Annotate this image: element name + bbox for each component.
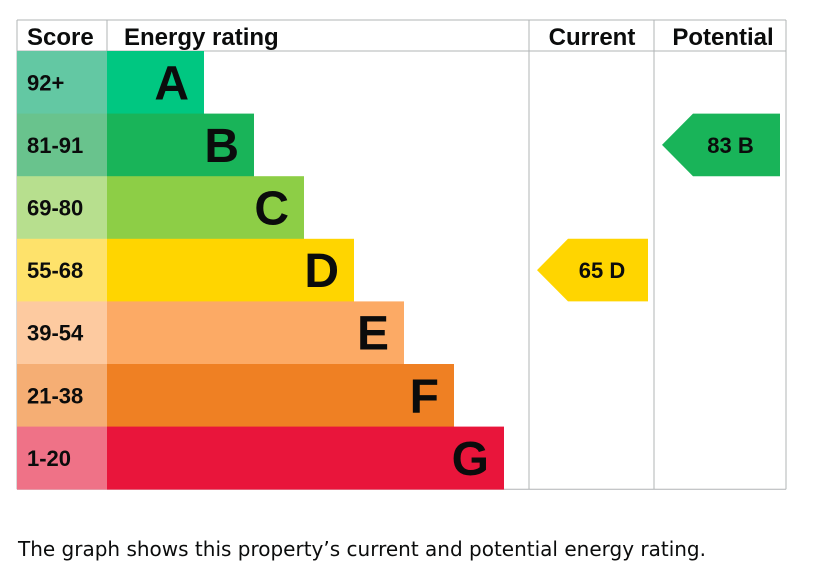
score-label-f: 21-38 bbox=[27, 383, 83, 408]
potential-rating-pointer: 83 B bbox=[662, 113, 780, 177]
score-label-e: 39-54 bbox=[27, 321, 84, 346]
score-label-g: 1-20 bbox=[27, 446, 71, 471]
score-label-d: 55-68 bbox=[27, 258, 83, 283]
rating-bar-c bbox=[107, 176, 304, 240]
score-cell-b bbox=[17, 113, 107, 177]
score-label-c: 69-80 bbox=[27, 196, 83, 221]
header-potential: Potential bbox=[672, 24, 773, 51]
rating-letter-f: F bbox=[410, 370, 439, 423]
score-cell-f bbox=[17, 364, 107, 427]
score-label-a: 92+ bbox=[27, 70, 64, 95]
rating-bar-d bbox=[107, 238, 354, 302]
rating-letter-c: C bbox=[254, 183, 289, 236]
rating-bar-f bbox=[107, 364, 454, 427]
rating-bands: 92+ A 81-91 B 69-80 C 55-68 D 39-54 E 21-38 F 1-20 G bbox=[17, 51, 504, 490]
header-score: Score bbox=[27, 24, 94, 51]
header-energy-rating: Energy rating bbox=[124, 24, 279, 51]
score-cell-a bbox=[17, 51, 107, 114]
score-label-b: 81-91 bbox=[27, 133, 83, 158]
score-cell-e bbox=[17, 301, 107, 365]
current-rating-label: 65 D bbox=[579, 258, 625, 283]
rating-letter-a: A bbox=[154, 57, 189, 110]
rating-letter-e: E bbox=[357, 308, 389, 361]
score-cell-d bbox=[17, 238, 107, 302]
energy-rating-chart: Score Energy rating Current Potential 92… bbox=[16, 19, 787, 490]
score-cell-c bbox=[17, 176, 107, 240]
score-cell-g bbox=[17, 426, 107, 490]
rating-bar-a bbox=[107, 51, 204, 114]
rating-letter-d: D bbox=[304, 245, 339, 298]
potential-rating-label: 83 B bbox=[707, 133, 753, 158]
rating-bar-b bbox=[107, 113, 254, 177]
header-current: Current bbox=[549, 24, 636, 51]
potential-rating-arrow bbox=[662, 113, 780, 177]
chart-caption: The graph shows this property’s current … bbox=[18, 537, 706, 561]
current-rating-pointer: 65 D bbox=[537, 238, 648, 302]
rating-letter-b: B bbox=[204, 120, 239, 173]
rating-bar-g bbox=[107, 426, 504, 490]
rating-letter-g: G bbox=[452, 433, 489, 486]
rating-bar-e bbox=[107, 301, 404, 365]
chart-headers: Score Energy rating Current Potential bbox=[27, 24, 774, 51]
current-rating-arrow bbox=[537, 238, 648, 302]
